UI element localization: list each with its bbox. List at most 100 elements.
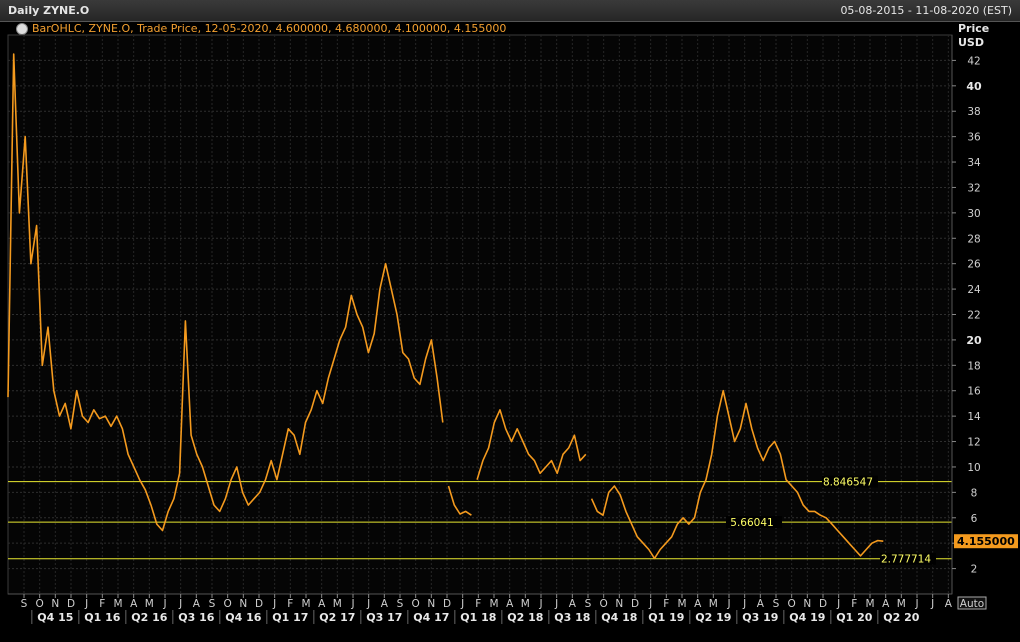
- x-month-label: D: [443, 598, 451, 610]
- x-month-label: S: [397, 598, 404, 610]
- auto-scale-label: Auto: [960, 598, 984, 610]
- x-month-label: M: [489, 598, 498, 610]
- x-quarter-label: Q3 19: [742, 611, 778, 624]
- reference-line-label: 5.66041: [730, 517, 773, 529]
- horizontal-lines: 8.846547 5.66041 2.777714: [8, 475, 952, 566]
- x-quarter-label: Q4 18: [601, 611, 637, 624]
- x-month-label: J: [162, 598, 166, 610]
- x-month-label: S: [773, 598, 780, 610]
- reference-line-label: 8.846547: [823, 477, 873, 489]
- y-tick-label: 8: [971, 487, 978, 499]
- y-axis-title-price: Price: [958, 22, 989, 35]
- x-month-label: J: [84, 598, 88, 610]
- x-quarter-label: Q3 18: [554, 611, 590, 624]
- x-month-label: J: [366, 598, 370, 610]
- x-month-label: N: [239, 598, 247, 610]
- x-month-label: J: [836, 598, 840, 610]
- x-month-label: D: [819, 598, 827, 610]
- x-quarter-label: Q1 19: [648, 611, 684, 624]
- y-tick-label: 6: [971, 513, 978, 525]
- x-month-label: A: [318, 598, 326, 610]
- x-month-label: O: [224, 598, 232, 610]
- last-price-label: 4.155000: [957, 535, 1015, 548]
- reference-label-bg: [726, 516, 782, 529]
- x-month-label: J: [538, 598, 542, 610]
- reference-label-bg: [822, 475, 878, 488]
- x-quarter-label: Q4 15: [37, 611, 73, 624]
- x-month-label: J: [930, 598, 934, 610]
- x-month-label: M: [145, 598, 154, 610]
- x-month-label: N: [803, 598, 811, 610]
- x-quarter-label: Q4 16: [225, 611, 261, 624]
- x-month-label: N: [615, 598, 623, 610]
- x-month-label: J: [726, 598, 730, 610]
- x-month-label: A: [381, 598, 389, 610]
- x-quarter-label: Q2 20: [883, 611, 919, 624]
- x-month-label: S: [585, 598, 592, 610]
- y-tick-label: 10: [967, 462, 980, 474]
- x-month-label: A: [694, 598, 702, 610]
- x-quarter-label: Q1 17: [272, 611, 308, 624]
- series-settings-icon[interactable]: [16, 22, 28, 35]
- x-month-label: J: [648, 598, 652, 610]
- x-quarter-label: Q4 17: [413, 611, 449, 624]
- y-tick-label: 20: [966, 334, 982, 347]
- y-tick-label: 26: [967, 259, 981, 271]
- x-quarter-label: Q2 18: [507, 611, 543, 624]
- x-month-label: F: [99, 598, 105, 610]
- x-month-label: M: [301, 598, 310, 610]
- x-month-label: F: [663, 598, 669, 610]
- x-month-label: J: [554, 598, 558, 610]
- x-month-label: A: [130, 598, 138, 610]
- date-range: 05-08-2015 - 11-08-2020 (EST): [840, 4, 1012, 17]
- x-month-label: A: [569, 598, 577, 610]
- x-month-label: M: [521, 598, 530, 610]
- x-month-label: O: [600, 598, 608, 610]
- x-month-label: F: [287, 598, 293, 610]
- y-tick-label: 12: [967, 437, 980, 449]
- y-tick-label: 34: [967, 157, 981, 169]
- x-month-label: D: [631, 598, 639, 610]
- x-month-label: S: [21, 598, 28, 610]
- y-tick-label: 14: [967, 411, 981, 423]
- price-line: [7, 53, 884, 560]
- x-month-label: O: [412, 598, 420, 610]
- price-series: [7, 53, 884, 560]
- x-month-label: J: [460, 598, 464, 610]
- x-quarter-label: Q3 16: [178, 611, 214, 624]
- x-month-label: M: [113, 598, 122, 610]
- x-month-label: A: [193, 598, 201, 610]
- y-tick-label: 22: [967, 310, 980, 322]
- series-legend: BarOHLC, ZYNE.O, Trade Price, 12-05-2020…: [16, 22, 506, 35]
- last-price-badge: [954, 534, 1018, 549]
- x-month-label: O: [788, 598, 796, 610]
- x-month-label: N: [51, 598, 59, 610]
- x-quarter-label: Q2 16: [131, 611, 167, 624]
- x-month-label: S: [209, 598, 216, 610]
- x-month-label: M: [865, 598, 874, 610]
- y-tick-label: 24: [967, 284, 981, 296]
- x-month-label: A: [757, 598, 765, 610]
- x-month-label: J: [914, 598, 918, 610]
- y-tick-label: 32: [967, 182, 980, 194]
- x-month-label: M: [333, 598, 342, 610]
- x-quarter-label: Q1 18: [460, 611, 496, 624]
- x-month-label: M: [709, 598, 718, 610]
- x-month-label: J: [742, 598, 746, 610]
- auto-scale-button: [957, 596, 987, 610]
- x-quarter-label: Q2 19: [695, 611, 731, 624]
- chart-title-bar: Daily ZYNE.O 05-08-2015 - 11-08-2020 (ES…: [0, 0, 1020, 22]
- x-month-label: A: [945, 598, 953, 610]
- x-quarter-label: Q1 16: [84, 611, 120, 624]
- y-tick-label: 36: [967, 132, 981, 144]
- x-month-label: F: [851, 598, 857, 610]
- series-legend-text: BarOHLC, ZYNE.O, Trade Price, 12-05-2020…: [32, 22, 507, 35]
- x-month-label: O: [36, 598, 44, 610]
- y-tick-label: 38: [967, 106, 980, 118]
- x-month-label: A: [506, 598, 514, 610]
- x-month-label: D: [255, 598, 263, 610]
- y-tick-label: 16: [967, 386, 981, 398]
- price-chart[interactable]: 8.846547 5.66041 2.777714 24 6 8 10 12 14 16 18 20…: [0, 21, 1020, 642]
- x-month-label: D: [67, 598, 75, 610]
